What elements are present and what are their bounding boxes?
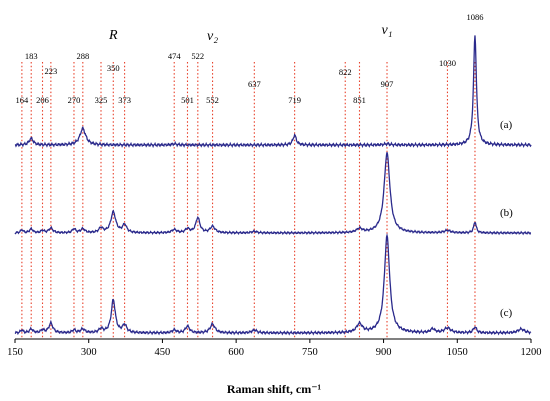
peak-label: 350 — [107, 63, 120, 73]
spectrum-line — [14, 35, 532, 149]
x-tick-label: 600 — [228, 347, 244, 358]
x-tick-label: 300 — [81, 347, 97, 358]
peak-label: 1086 — [466, 12, 483, 22]
peak-label: 373 — [118, 95, 131, 105]
peak-label: 270 — [68, 95, 81, 105]
peak-label: 223 — [44, 66, 57, 76]
x-axis: 150 300 450 600 750 900 1050 1200 — [7, 338, 542, 358]
peak-label: 552 — [206, 95, 219, 105]
x-tick-label: 150 — [7, 347, 23, 358]
peak-label: 822 — [339, 67, 352, 77]
series-label: (a) — [500, 119, 513, 131]
peak-label: 719 — [288, 95, 301, 105]
x-tick-label: 750 — [302, 347, 318, 358]
series-label: (b) — [500, 207, 513, 219]
x-axis-label: Raman shift, cm⁻¹ — [227, 382, 322, 396]
peak-label: 637 — [248, 79, 261, 89]
band-label: ν₂ — [207, 29, 218, 44]
spectrum-traces: (a) (b) (c) — [14, 35, 532, 336]
band-label: R — [108, 28, 118, 43]
x-tick-label: 1050 — [447, 347, 468, 358]
band-label: ν₁ — [381, 23, 392, 38]
x-tick-label: 1200 — [521, 347, 542, 358]
peak-label: 206 — [36, 95, 49, 105]
peak-label: 907 — [381, 79, 394, 89]
peak-label: 851 — [353, 95, 366, 105]
peak-label: 288 — [76, 51, 89, 61]
peak-label: 183 — [25, 51, 38, 61]
x-tick-label: 450 — [155, 347, 171, 358]
x-tick-label: 900 — [376, 347, 392, 358]
spectrum-line — [14, 232, 532, 336]
peak-label: 1030 — [439, 58, 456, 68]
reference-lines — [21, 62, 476, 339]
peak-label: 522 — [191, 51, 204, 61]
spectrum-line — [14, 152, 532, 236]
peak-label: 501 — [181, 95, 194, 105]
series-label: (c) — [500, 307, 513, 319]
peak-label: 164 — [16, 95, 30, 105]
peak-labels: 164 183 206 223 270 288 325 350 373 474 501 522 552 6… — [16, 12, 484, 105]
peak-label: 325 — [95, 95, 108, 105]
peak-label: 474 — [168, 51, 182, 61]
